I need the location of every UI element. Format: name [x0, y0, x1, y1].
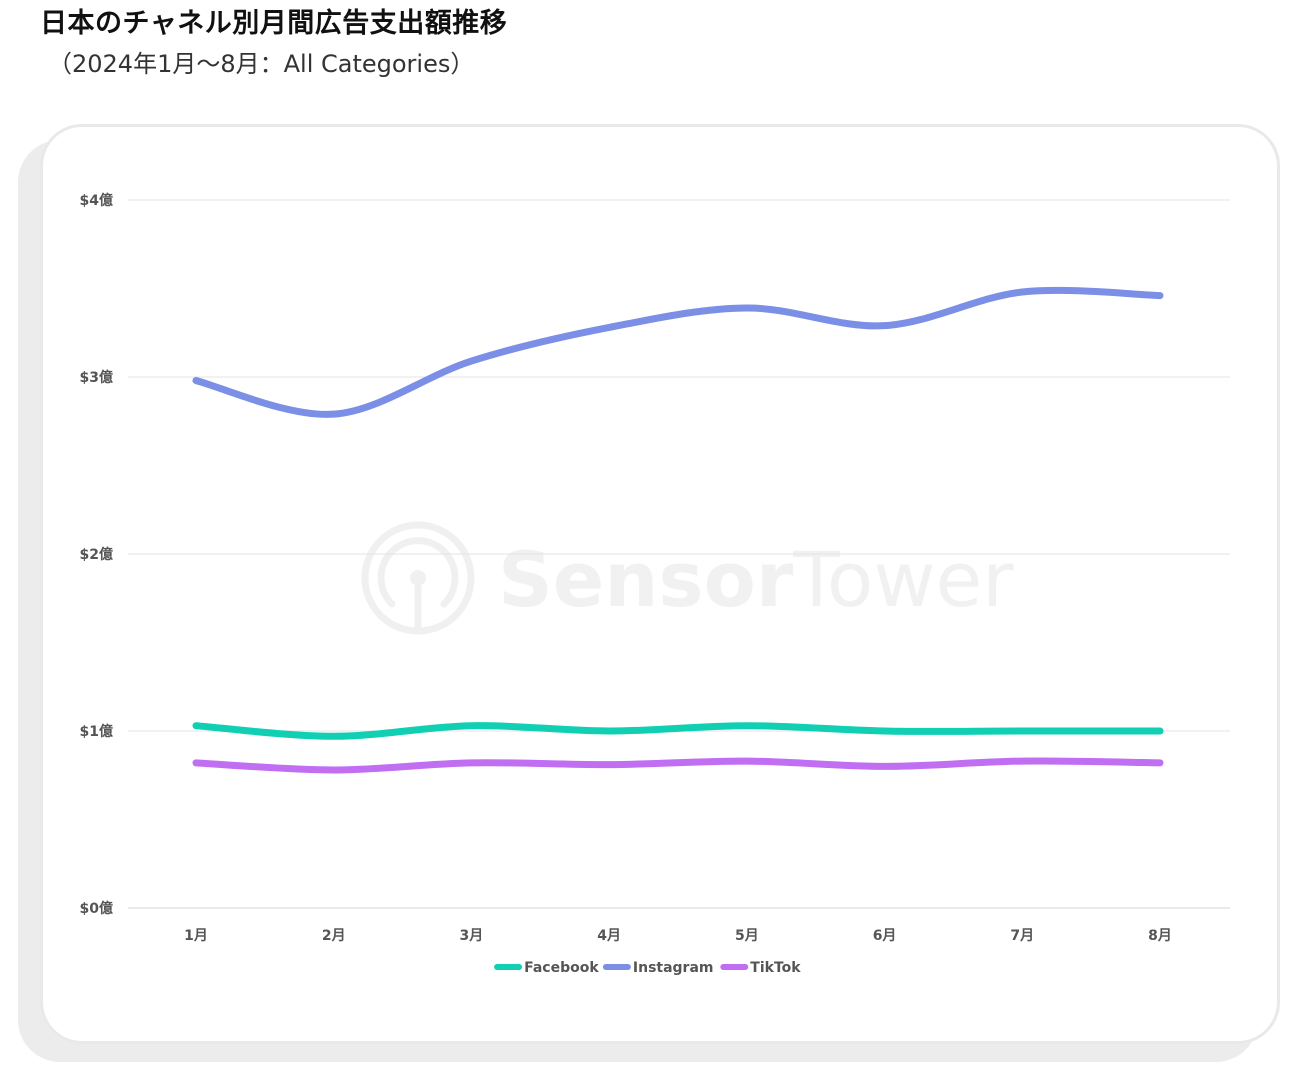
page-title: 日本のチャネル別月間広告支出額推移 [40, 8, 508, 39]
watermark-brand-bold: Sensor [498, 535, 794, 624]
x-tick-label: 3月 [460, 928, 484, 944]
x-tick-label: 8月 [1148, 928, 1172, 944]
legend-label-tiktok: TikTok [750, 960, 801, 976]
series-line-tiktok [192, 757, 1164, 774]
title-block: 日本のチャネル別月間広告支出額推移 （2024年1月～8月：All Catego… [40, 6, 507, 82]
y-tick-label: $3億 [80, 369, 113, 386]
x-tick-label: 1月 [184, 928, 208, 944]
x-tick-label: 5月 [735, 928, 759, 944]
x-tick-label: 7月 [1010, 928, 1034, 944]
y-axis-ticks: $0億 $1億 $2億 $3億 $4億 [80, 192, 113, 917]
series-line-facebook [192, 722, 1164, 740]
legend-label-facebook: Facebook [524, 960, 599, 976]
y-tick-label: $0億 [80, 900, 113, 917]
legend: Facebook Instagram TikTok [494, 960, 801, 976]
watermark-text: SensorTower [498, 535, 1014, 624]
watermark-brand-light: Tower [792, 535, 1014, 624]
legend-label-instagram: Instagram [633, 960, 714, 976]
grid [128, 199, 1230, 909]
page-subtitle: （2024年1月～8月：All Categories） [48, 50, 475, 78]
series-line-instagram [192, 286, 1164, 418]
sensor-tower-logo-icon [361, 521, 475, 635]
series [192, 286, 1164, 774]
y-tick-label: $2億 [80, 546, 113, 563]
y-tick-label: $1億 [80, 723, 113, 740]
y-tick-label: $4億 [80, 192, 113, 209]
x-tick-label: 6月 [873, 928, 897, 944]
x-tick-label: 4月 [597, 928, 621, 944]
watermark: SensorTower [361, 521, 1014, 635]
x-axis-ticks: 1月 2月 3月 4月 5月 6月 7月 8月 [184, 928, 1172, 944]
chart-card [40, 124, 1280, 1044]
x-tick-label: 2月 [322, 928, 346, 944]
